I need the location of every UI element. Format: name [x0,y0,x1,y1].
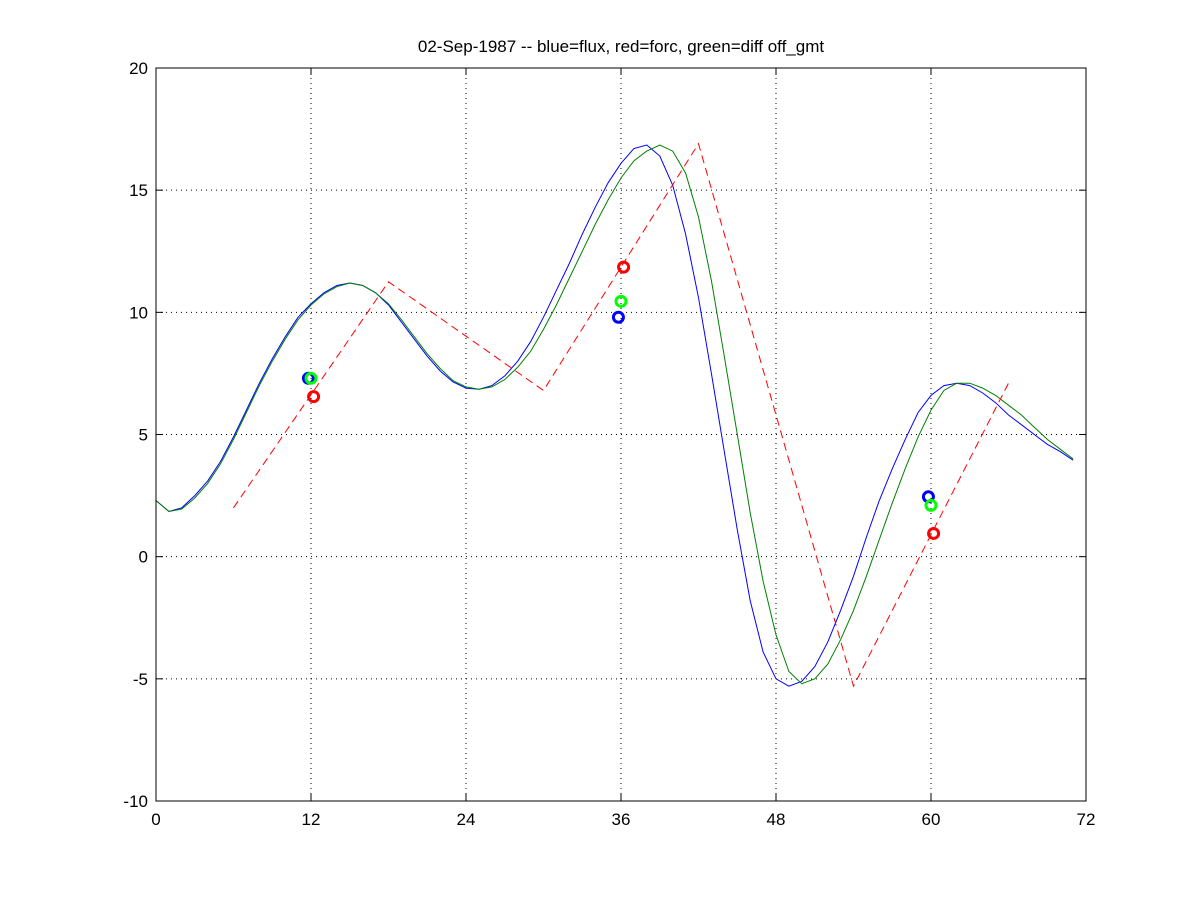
marker-green_marker [304,371,318,385]
y-tick-label: -5 [133,670,148,689]
x-tick-label: 36 [612,810,631,829]
marker-red [307,390,321,404]
y-tick-label: -10 [123,792,148,811]
y-tick-label: 5 [139,426,148,445]
axis-ticks: 0 12 24 36 48 60 72 -10 -5 0 5 10 15 20 [123,59,1095,829]
y-tick-label: 20 [129,59,148,78]
chart-title: 02-Sep-1987 -- blue=flux, red=forc, gree… [418,37,824,56]
x-tick-label: 24 [457,810,476,829]
x-tick-label: 0 [151,810,160,829]
series-line-green [155,144,1074,685]
x-tick-label: 48 [767,810,786,829]
y-tick-label: 10 [129,303,148,322]
y-tick-label: 15 [129,181,148,200]
series-line-blue [155,144,1074,687]
marker-red [927,526,941,540]
x-tick-label: 60 [922,810,941,829]
marker-green_marker [924,498,938,512]
marker-red [617,260,631,274]
series-line-red [233,142,1009,688]
x-tick-label: 72 [1077,810,1096,829]
data-markers [301,260,941,540]
marker-green_marker [614,294,628,308]
data-series [155,142,1074,688]
x-tick-label: 12 [302,810,321,829]
y-tick-label: 0 [139,548,148,567]
marker-blue [611,310,625,324]
